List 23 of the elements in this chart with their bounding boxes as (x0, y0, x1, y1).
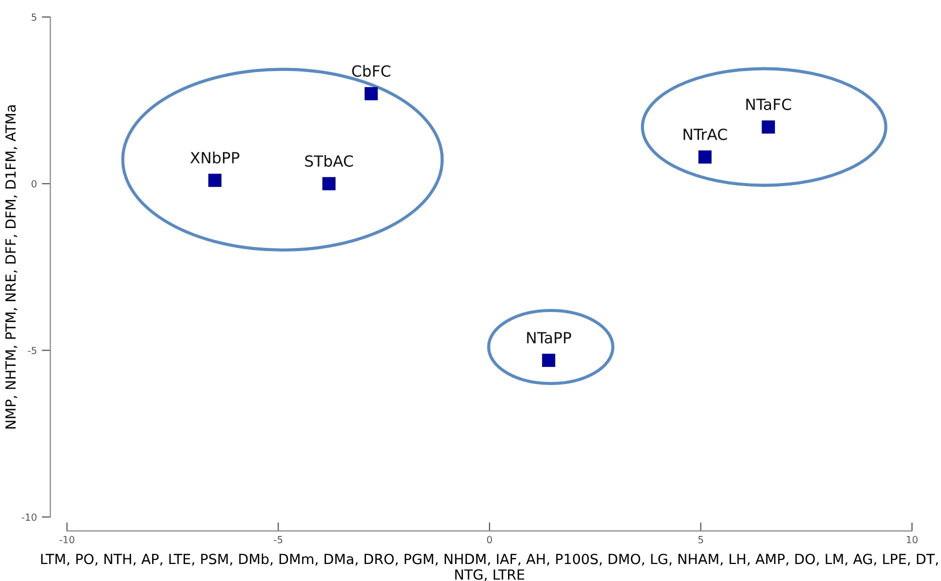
x-tick-label: -5 (274, 536, 282, 544)
point (322, 177, 336, 190)
x-tick-label: 0 (487, 536, 492, 544)
annotation: XNbPP (190, 152, 240, 164)
annotation: NTaPP (527, 332, 572, 344)
point (364, 87, 378, 100)
point (762, 120, 775, 134)
annotation: CbFC (352, 64, 390, 77)
point (698, 150, 712, 164)
point (542, 354, 556, 367)
y-tick-label: -5 (28, 346, 36, 354)
x-tick-label: -10 (60, 536, 74, 544)
y-tick-label: 0 (32, 180, 36, 188)
point (208, 174, 222, 187)
annotation: NTaFC (746, 98, 792, 110)
y-tick-label: -10 (22, 513, 36, 521)
y-tick-label: 5 (32, 14, 36, 21)
y-axis-title: NMP, NHTM, PTM, NRE, DFF, DFM, D1FM, ATMa (5, 105, 18, 429)
x-tick-label: 5 (698, 536, 703, 544)
annotation: NTrAC (684, 128, 727, 140)
annotation: STbAC (305, 154, 353, 167)
x-tick-label: 10 (906, 536, 918, 544)
x-axis-title: LTM, PO, NTH, AP, LTE, PSM, DMb, DMm, DMa, DRO, PGM, NHDM, IAF, AH, P100S, DMO, LG, NHAM, LH, AMP, DO, LM, AG, LPE, DT, NTG, LTRE (41, 553, 938, 581)
